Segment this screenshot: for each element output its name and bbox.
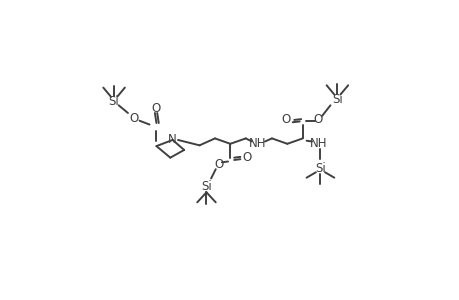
Text: NH: NH bbox=[309, 137, 326, 150]
Text: Si: Si bbox=[201, 180, 212, 194]
Text: Si: Si bbox=[331, 93, 342, 106]
Text: N: N bbox=[168, 134, 177, 146]
Text: O: O bbox=[242, 151, 252, 164]
Text: O: O bbox=[313, 113, 322, 126]
Text: O: O bbox=[129, 112, 139, 125]
Text: Si: Si bbox=[108, 95, 119, 108]
Text: Si: Si bbox=[314, 162, 325, 175]
Text: O: O bbox=[151, 102, 160, 115]
Text: O: O bbox=[280, 113, 290, 126]
Text: O: O bbox=[214, 158, 223, 171]
Text: NH: NH bbox=[249, 137, 266, 150]
